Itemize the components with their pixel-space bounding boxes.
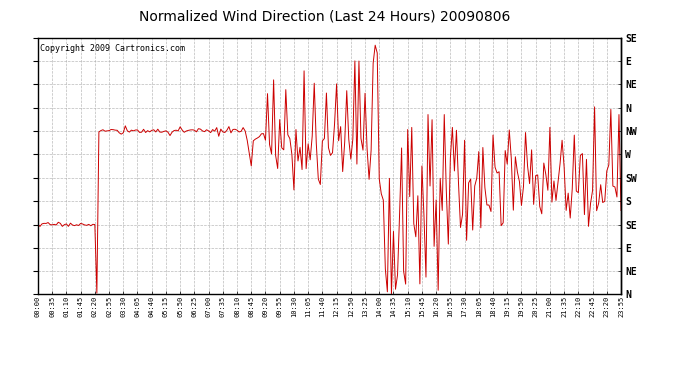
Text: Copyright 2009 Cartronics.com: Copyright 2009 Cartronics.com (40, 44, 185, 53)
Text: Normalized Wind Direction (Last 24 Hours) 20090806: Normalized Wind Direction (Last 24 Hours… (139, 9, 510, 23)
